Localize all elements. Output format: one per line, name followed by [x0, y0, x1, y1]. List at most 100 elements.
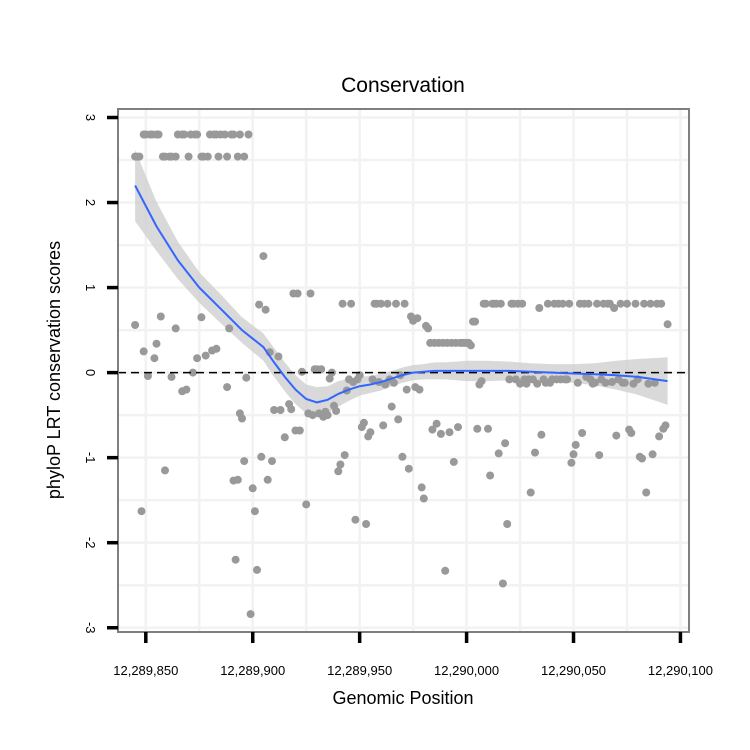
data-point: [368, 375, 377, 384]
data-point: [235, 130, 244, 139]
data-point: [197, 313, 206, 322]
data-point: [646, 299, 655, 308]
x-tick-label: 12,290,050: [541, 663, 606, 678]
y-tick-label: -3: [83, 622, 98, 634]
data-point: [225, 324, 234, 333]
data-point: [338, 299, 347, 308]
data-point: [139, 347, 148, 356]
data-point: [608, 378, 616, 386]
data-point: [240, 457, 249, 466]
data-point: [616, 299, 625, 308]
data-point: [567, 458, 576, 467]
data-point: [242, 373, 251, 382]
data-point: [531, 448, 539, 457]
data-point: [336, 460, 345, 469]
data-point: [203, 152, 212, 161]
data-point: [240, 152, 249, 161]
data-point: [533, 379, 542, 388]
data-point: [505, 375, 514, 384]
data-point: [276, 406, 285, 414]
data-point: [663, 320, 672, 329]
data-point: [494, 449, 503, 458]
data-point: [152, 339, 161, 348]
data-point: [143, 372, 152, 380]
data-point: [415, 385, 424, 394]
data-point: [212, 344, 221, 353]
data-point: [432, 419, 441, 428]
x-tick-label: 12,289,850: [113, 663, 178, 678]
data-point: [565, 299, 574, 308]
data-point: [238, 414, 246, 423]
data-point: [295, 426, 304, 435]
data-point: [454, 423, 462, 432]
data-point: [223, 383, 232, 392]
data-point: [655, 432, 664, 441]
data-point: [263, 475, 272, 484]
data-point: [601, 378, 610, 387]
data-point: [449, 457, 458, 466]
data-point: [445, 428, 454, 437]
data-point: [231, 555, 240, 564]
y-tick-label: -1: [83, 452, 98, 464]
data-point: [359, 418, 368, 427]
x-tick-label: 12,289,900: [220, 663, 285, 678]
data-point: [274, 352, 283, 361]
data-point: [334, 467, 343, 476]
data-point: [518, 299, 527, 308]
x-tick-label: 12,289,950: [327, 663, 392, 678]
data-point: [220, 130, 229, 139]
data-point: [161, 466, 169, 475]
data-point: [648, 450, 657, 459]
data-point: [248, 484, 257, 493]
data-point: [501, 439, 510, 448]
data-point: [593, 299, 601, 308]
data-point: [201, 351, 210, 360]
data-point: [188, 368, 197, 377]
panel-border: [117, 108, 690, 633]
data-point: [233, 475, 242, 484]
data-point: [610, 304, 619, 312]
data-point: [261, 305, 270, 314]
data-point: [156, 312, 165, 321]
data-point: [351, 515, 360, 524]
data-point: [537, 430, 546, 439]
data-point: [543, 299, 552, 308]
data-point: [259, 252, 268, 261]
data-point: [150, 354, 159, 363]
data-point: [484, 424, 492, 433]
y-axis-label: phyloP LRT conservation scores: [44, 241, 64, 499]
data-point: [255, 300, 264, 309]
data-point: [569, 450, 578, 459]
data-point: [377, 299, 385, 308]
data-point: [135, 152, 144, 161]
data-point: [253, 565, 261, 574]
data-point: [233, 152, 242, 161]
data-point: [244, 130, 253, 139]
data-point: [612, 431, 621, 440]
data-point: [280, 433, 289, 442]
data-point: [498, 579, 507, 588]
data-point: [441, 566, 450, 575]
x-axis: 12,289,850 12,289,900 12,289,950 12,290,000…: [113, 632, 713, 678]
data-point: [471, 317, 480, 326]
data-point: [631, 299, 640, 308]
data-point: [246, 610, 255, 619]
data-point: [214, 152, 223, 161]
data-point: [627, 429, 636, 437]
y-axis: -3 -2 -1 0 1 2 3: [83, 114, 118, 634]
y-tick-label: -2: [83, 537, 98, 549]
data-point: [644, 379, 653, 388]
data-point: [287, 405, 296, 414]
y-tick-label: 1: [83, 284, 98, 291]
data-point: [193, 354, 202, 363]
data-point: [362, 520, 371, 528]
data-point: [486, 471, 495, 480]
data-point: [584, 299, 593, 308]
data-point: [526, 488, 535, 497]
data-point: [404, 464, 413, 473]
data-point: [317, 365, 326, 374]
data-point: [323, 411, 332, 420]
data-point: [154, 130, 163, 139]
data-point: [661, 421, 670, 430]
